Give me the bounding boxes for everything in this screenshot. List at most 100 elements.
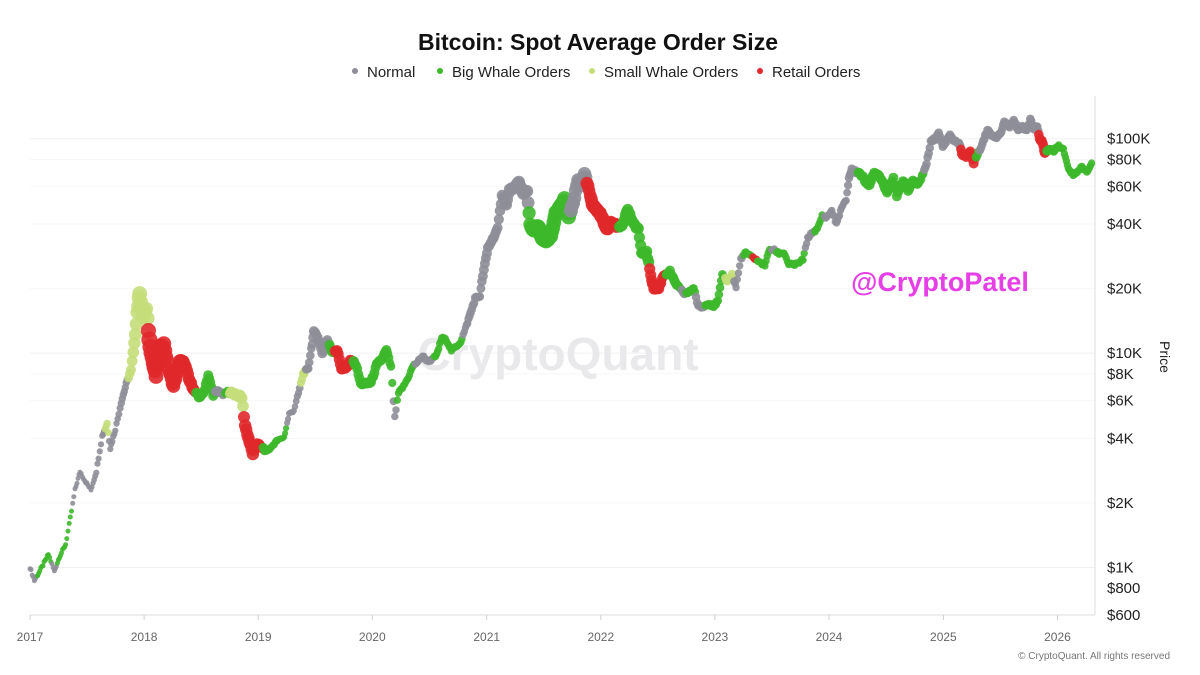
price-point	[925, 143, 935, 153]
y-tick-label: $8K	[1107, 366, 1134, 383]
price-point	[97, 441, 105, 448]
x-tick-label: 2017	[17, 630, 44, 644]
price-point	[283, 425, 290, 432]
data-points	[27, 114, 1096, 584]
price-point	[388, 378, 397, 388]
price-point	[66, 520, 72, 526]
price-point	[306, 351, 315, 360]
price-point	[799, 256, 807, 264]
legend-label-big: Big Whale Orders	[452, 64, 570, 81]
x-tick-label: 2023	[702, 630, 729, 644]
x-tick-label: 2025	[930, 630, 957, 644]
legend-label-retail: Retail Orders	[772, 64, 860, 81]
price-point	[95, 455, 102, 462]
legend-marker-big	[437, 68, 443, 74]
author-handle: @CryptoPatel	[851, 267, 1029, 297]
price-point	[715, 283, 725, 293]
y-tick-label: $100K	[1107, 131, 1150, 148]
price-point	[115, 410, 123, 418]
y-tick-label: $1K	[1107, 559, 1134, 576]
price-point	[492, 222, 503, 233]
price-point	[94, 460, 101, 467]
price-point	[103, 419, 111, 428]
price-point	[93, 469, 100, 476]
y-tick-label: $20K	[1107, 281, 1142, 298]
price-point	[74, 480, 80, 486]
y-axis: $600 $800 $1K $2K $4K $6K $8K $10K $20K $40K $60K $…	[1107, 131, 1150, 624]
price-point	[522, 206, 536, 220]
price-point	[733, 275, 741, 284]
price-point	[75, 475, 81, 481]
price-point	[69, 508, 74, 514]
copyright-text: © CryptoQuant. All rights reserved	[1018, 651, 1170, 662]
price-point	[28, 567, 34, 573]
y-tick-label: $10K	[1107, 345, 1142, 362]
price-point	[63, 542, 69, 548]
price-point	[714, 290, 724, 299]
x-tick-label: 2020	[359, 630, 386, 644]
price-point	[393, 396, 401, 404]
x-tick-label: 2022	[587, 630, 614, 644]
legend-marker-small	[589, 68, 595, 74]
legend: Normal Big Whale Orders Small Whale Orders…	[352, 64, 860, 81]
y-tick-label: $60K	[1107, 178, 1142, 195]
price-point	[802, 239, 811, 248]
chart-title: Bitcoin: Spot Average Order Size	[418, 29, 778, 55]
price-point	[632, 222, 644, 235]
y-tick-label: $80K	[1107, 152, 1142, 169]
price-point	[112, 427, 119, 434]
price-point	[285, 415, 292, 422]
price-point	[1087, 159, 1096, 167]
price-point	[520, 184, 534, 198]
price-point	[391, 412, 399, 421]
price-point	[842, 196, 850, 205]
price-point	[126, 355, 138, 367]
price-point	[126, 364, 136, 375]
x-tick-label: 2021	[473, 630, 500, 644]
y-tick-label: $600	[1107, 607, 1140, 624]
price-point	[282, 430, 289, 437]
y-tick-label: $6K	[1107, 393, 1134, 410]
legend-label-small: Small Whale Orders	[604, 64, 738, 81]
price-point	[107, 445, 114, 453]
price-point	[127, 346, 140, 359]
x-axis: 2017 2018 2019 2020 2021 2022 2023 2024 2025 2026	[17, 615, 1071, 644]
price-point	[291, 403, 299, 410]
price-point	[386, 362, 396, 371]
price-point	[732, 283, 740, 292]
price-point	[109, 438, 116, 445]
price-point	[734, 269, 743, 277]
price-point	[304, 358, 314, 367]
x-tick-label: 2026	[1044, 630, 1071, 644]
price-point	[844, 181, 853, 190]
price-point	[67, 514, 73, 520]
price-point	[237, 400, 249, 412]
price-point	[843, 188, 851, 197]
y-axis-label: Price	[1157, 341, 1173, 373]
y-tick-label: $40K	[1107, 216, 1142, 233]
price-point	[922, 159, 931, 169]
legend-marker-normal	[352, 68, 358, 74]
x-tick-label: 2019	[245, 630, 272, 644]
x-tick-label: 2018	[131, 630, 158, 644]
price-point	[392, 406, 400, 414]
price-point	[521, 196, 535, 210]
price-point	[140, 311, 155, 326]
price-point	[104, 429, 112, 436]
legend-label-normal: Normal	[367, 64, 415, 81]
price-point	[736, 262, 744, 270]
price-point	[71, 494, 77, 500]
price-point	[96, 448, 103, 455]
price-point	[476, 283, 486, 293]
price-point	[475, 292, 485, 301]
price-point	[493, 214, 504, 225]
price-point	[40, 563, 46, 569]
y-tick-label: $800	[1107, 580, 1140, 597]
price-point	[47, 554, 53, 560]
legend-marker-retail	[757, 68, 763, 74]
price-point	[128, 328, 142, 341]
y-tick-label: $4K	[1107, 430, 1134, 447]
price-point	[70, 500, 76, 506]
price-point	[800, 249, 808, 258]
